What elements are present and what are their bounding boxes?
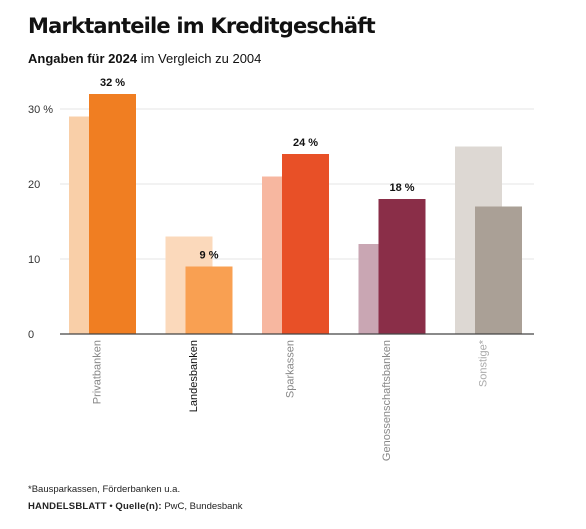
source-text: PwC, Bundesbank — [161, 501, 243, 512]
data-label: 24 % — [293, 137, 318, 149]
bar-2024 — [89, 94, 136, 334]
footnote: *Bausparkassen, Förderbanken u.a. — [28, 484, 181, 495]
x-category-label: Privatbanken — [92, 340, 104, 404]
x-category-label: Sparkassen — [285, 340, 297, 398]
data-label: 32 % — [100, 77, 125, 89]
source-label: Quelle(n): — [115, 501, 162, 512]
source-publisher: HANDELSBLATT — [28, 501, 107, 512]
source-line: HANDELSBLATT • Quelle(n): PwC, Bundesban… — [28, 501, 243, 512]
x-category-label: Genossenschaftsbanken — [381, 340, 393, 461]
y-tick-label: 30 % — [28, 104, 53, 116]
subtitle-rest: im Vergleich zu 2004 — [137, 51, 262, 66]
subtitle-bold: Angaben für 2024 — [28, 51, 138, 66]
bar-chart: 0 10 20 30 % 32 % Privatbanken 9 % Landesbanken… — [28, 77, 534, 461]
data-label: 18 % — [389, 182, 414, 194]
source-separator: • — [106, 501, 116, 512]
bar-2024 — [475, 206, 522, 334]
y-tick-label: 0 — [28, 329, 34, 341]
chart-title: Marktanteile im Kreditgeschäft — [28, 14, 376, 38]
chart-subtitle: Angaben für 2024 im Vergleich zu 2004 — [28, 51, 261, 66]
x-category-label: Landesbanken — [188, 340, 200, 412]
y-tick-label: 20 — [28, 179, 40, 191]
data-label: 9 % — [200, 250, 219, 262]
x-category-label: Sonstige* — [478, 339, 490, 387]
bar-2024 — [378, 199, 426, 334]
bar-2024 — [185, 266, 233, 334]
bar-2024 — [282, 154, 329, 334]
y-tick-label: 10 — [28, 254, 40, 266]
